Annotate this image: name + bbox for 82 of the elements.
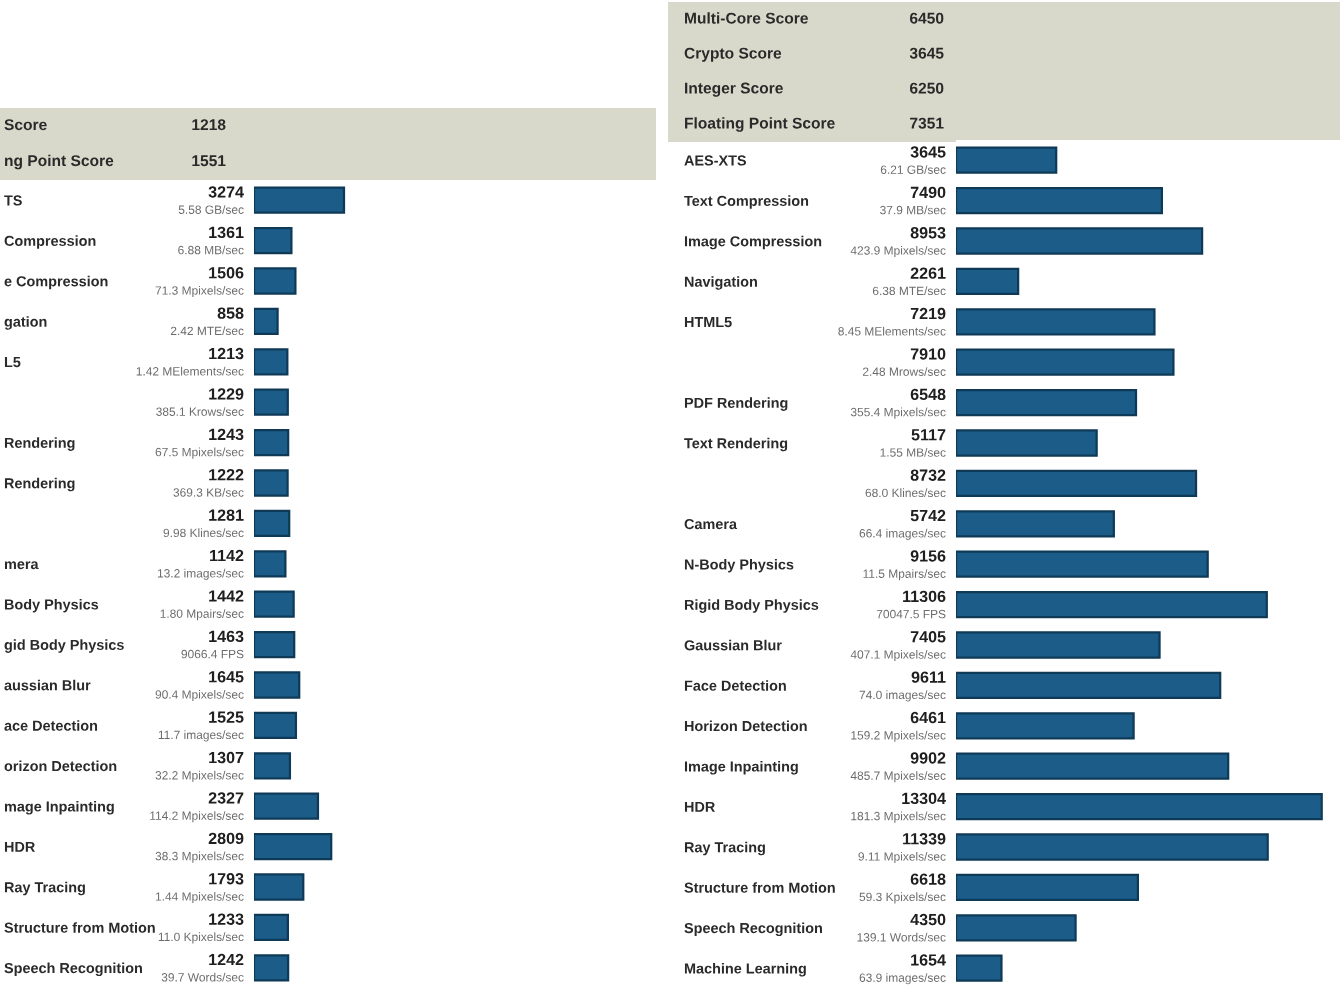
bar: [956, 308, 1156, 336]
data-label: 6548: [910, 388, 946, 401]
data-label: 7219: [910, 307, 946, 320]
data-label: 1654: [911, 954, 946, 966]
data-label: 858: [217, 307, 244, 319]
bar: [254, 711, 298, 740]
bar: [254, 873, 305, 901]
bar: [956, 954, 1003, 982]
bar: [956, 510, 1115, 538]
bar: [254, 348, 289, 376]
bar: [254, 388, 289, 416]
data-label: 8732: [910, 469, 946, 481]
data-label: 7490: [910, 186, 946, 199]
data-label: 3645: [910, 146, 946, 158]
data-label: 13304: [902, 792, 946, 805]
data-label: 9902: [910, 752, 946, 764]
bar: [254, 550, 287, 578]
bar: [254, 186, 346, 214]
bar: [956, 792, 1323, 821]
data-label: 1229: [209, 388, 244, 400]
data-label: 5117: [911, 429, 946, 441]
bar: [956, 388, 1138, 417]
bar: [956, 429, 1098, 457]
data-label: 1442: [209, 590, 244, 602]
bar: [956, 752, 1230, 780]
data-label: 1463: [209, 630, 244, 643]
data-label: 1233: [209, 913, 244, 925]
data-label: 1242: [209, 953, 244, 966]
data-label: 4350: [910, 913, 946, 926]
bar: [254, 590, 295, 618]
bar: [254, 752, 292, 780]
data-label: 1506: [209, 267, 244, 279]
data-label: 9156: [910, 550, 946, 562]
bar: [956, 348, 1175, 376]
bar: [254, 954, 290, 982]
data-label: 9611: [911, 671, 946, 683]
data-label: 1222: [209, 469, 244, 481]
data-label: 1243: [209, 428, 244, 441]
data-label: 1645: [209, 671, 244, 683]
data-label: 2327: [208, 792, 244, 804]
bar: [254, 226, 293, 255]
data-label: 1361: [209, 226, 244, 239]
data-label: 6461: [910, 711, 946, 724]
bar: [254, 509, 291, 538]
bar: [956, 833, 1269, 861]
data-label: 1281: [209, 509, 244, 521]
data-label: 2261: [910, 267, 946, 279]
bar: [956, 590, 1268, 619]
bar: [254, 832, 333, 861]
data-label: 11339: [903, 833, 946, 845]
bar: [254, 630, 296, 659]
bar: [254, 428, 290, 457]
data-label: 3274: [208, 186, 244, 198]
data-label: 2809: [208, 832, 244, 845]
bar: [956, 267, 1020, 296]
bar: [956, 550, 1209, 578]
bar: [956, 873, 1140, 902]
data-label: 1142: [210, 549, 244, 562]
data-label: 1793: [209, 873, 244, 885]
bar: [956, 631, 1161, 659]
bar: [254, 671, 301, 699]
bar: [956, 146, 1058, 174]
data-label: 1213: [209, 347, 244, 360]
bar: [956, 914, 1077, 942]
data-label: 1307: [209, 751, 244, 764]
bar: [254, 792, 320, 820]
bar: [254, 307, 279, 336]
data-label: 11306: [903, 590, 946, 603]
data-label: 7405: [910, 631, 946, 643]
bar: [254, 913, 289, 942]
data-label: 8953: [910, 227, 946, 239]
bar: [956, 671, 1222, 700]
bar: [956, 712, 1135, 740]
bar: [956, 469, 1198, 498]
data-label: 5742: [910, 509, 946, 522]
data-label: 1525: [209, 711, 244, 723]
bar: [956, 186, 1163, 215]
bar: [254, 469, 289, 497]
bar: [254, 267, 297, 295]
data-label: 6618: [910, 873, 946, 885]
bar: [956, 227, 1204, 255]
data-label: 7910: [910, 348, 946, 360]
